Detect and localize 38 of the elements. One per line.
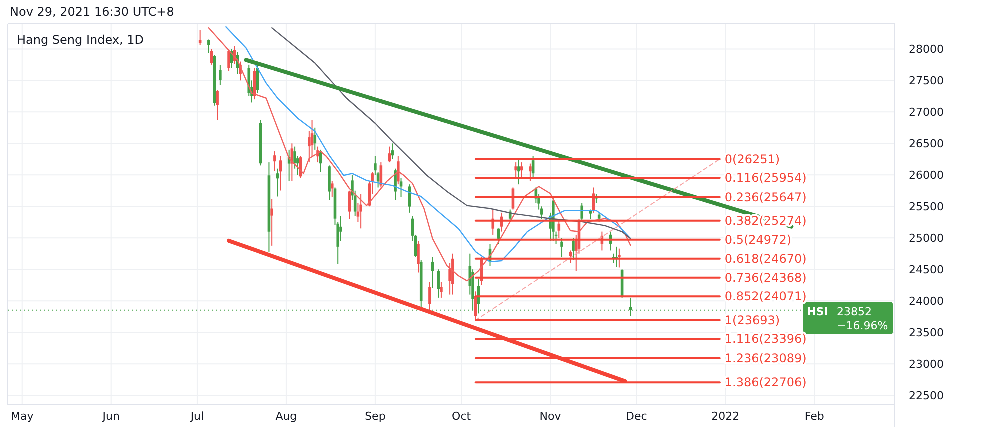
- series-label: 0.736(24368): [724, 270, 807, 285]
- series-label: 1.236(23089): [724, 351, 807, 366]
- y-tick-label: 23500: [909, 326, 944, 340]
- y-tick-label: 28000: [909, 43, 944, 56]
- x-tick-label: Sep: [365, 410, 386, 423]
- y-tick-label: 27000: [909, 106, 944, 120]
- x-tick-label: 2022: [712, 410, 740, 423]
- y-tick-label: 24500: [909, 264, 944, 277]
- chart-subtitle: Nov 29, 2021 16:30 UTC+8: [10, 5, 174, 19]
- y-tick-label: 26500: [909, 138, 944, 151]
- y-tick-label: 22500: [909, 390, 944, 403]
- x-tick-label: Feb: [804, 410, 824, 423]
- series-label: 1.386(22706): [724, 376, 807, 390]
- annotation: −16.96%: [837, 319, 888, 332]
- series-label: 0.5(24972): [724, 232, 792, 247]
- series-label: 1.116(23396): [724, 332, 807, 346]
- x-tick-label: Jul: [190, 410, 204, 423]
- y-tick-label: 24000: [909, 295, 944, 308]
- x-tick-label: Jun: [102, 410, 120, 423]
- y-tick-label: 27500: [909, 74, 944, 88]
- y-tick-label: 23000: [909, 358, 944, 372]
- x-tick-label: May: [10, 410, 34, 423]
- annotation: 23852: [837, 305, 872, 318]
- series-label: 1(23693): [724, 313, 780, 328]
- x-tick-label: Nov: [540, 410, 562, 423]
- series-label: 0.236(25647): [724, 190, 807, 204]
- x-tick-label: Dec: [626, 410, 648, 423]
- y-tick-label: 25500: [909, 200, 944, 214]
- y-tick-label: 25000: [909, 232, 944, 246]
- y-tick-label: 26000: [909, 169, 944, 182]
- series-label: 0.116(25954): [724, 171, 807, 186]
- x-tick-label: Oct: [452, 410, 472, 423]
- x-tick-label: Aug: [276, 410, 298, 423]
- series-label: 0.852(24071): [724, 290, 807, 304]
- ref-line-label: HSI: [807, 305, 828, 318]
- text: Hang Seng Index, 1D: [17, 33, 144, 47]
- series-label: 0(26251): [724, 152, 780, 166]
- series-label: 0.618(24670): [724, 252, 807, 266]
